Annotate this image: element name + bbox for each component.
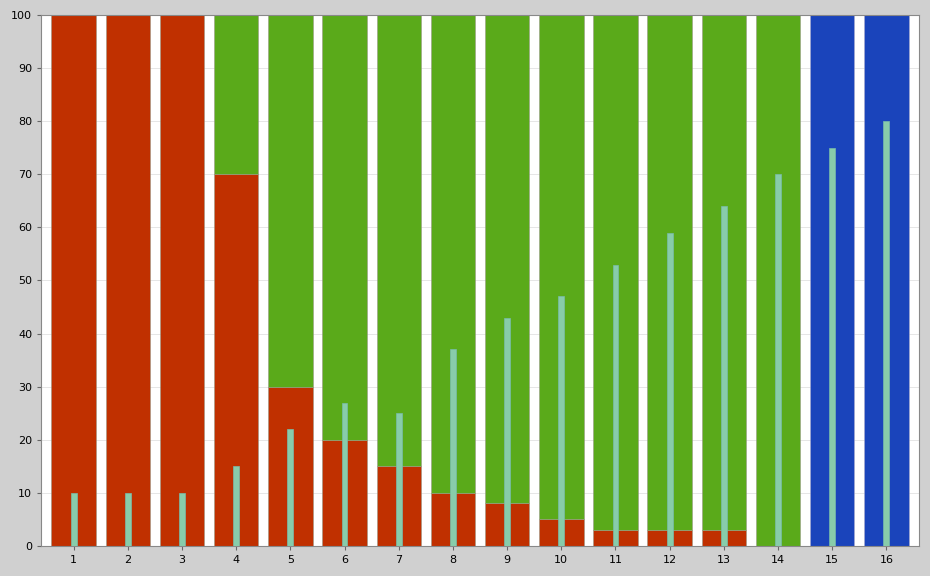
Bar [160,15,205,546]
Bar [701,530,746,546]
Bar [485,15,529,503]
Bar [593,530,638,546]
Bar [539,15,583,520]
Bar [539,520,583,546]
Bar [647,15,692,530]
Bar [214,15,259,175]
Bar [341,403,348,546]
Bar [268,15,312,386]
Bar [377,15,421,466]
Bar [504,317,510,546]
Bar [810,15,855,546]
Bar [396,413,402,546]
Bar [884,122,889,546]
Bar [558,297,565,546]
Bar [756,15,800,546]
Bar [613,264,618,546]
Bar [71,493,76,546]
Bar [864,15,909,546]
Bar [214,175,259,546]
Bar [450,350,456,546]
Bar [775,175,781,546]
Bar [106,15,150,546]
Bar [377,466,421,546]
Bar [647,530,692,546]
Bar [51,15,96,546]
Bar [701,15,746,530]
Bar [431,493,475,546]
Bar [323,439,366,546]
Bar [667,233,672,546]
Bar [431,15,475,493]
Bar [323,15,366,439]
Bar [593,15,638,530]
Bar [268,386,312,546]
Bar [125,493,131,546]
Bar [485,503,529,546]
Bar [830,148,835,546]
Bar [233,466,239,546]
Bar [287,429,293,546]
Bar [179,493,185,546]
Bar [721,206,726,546]
